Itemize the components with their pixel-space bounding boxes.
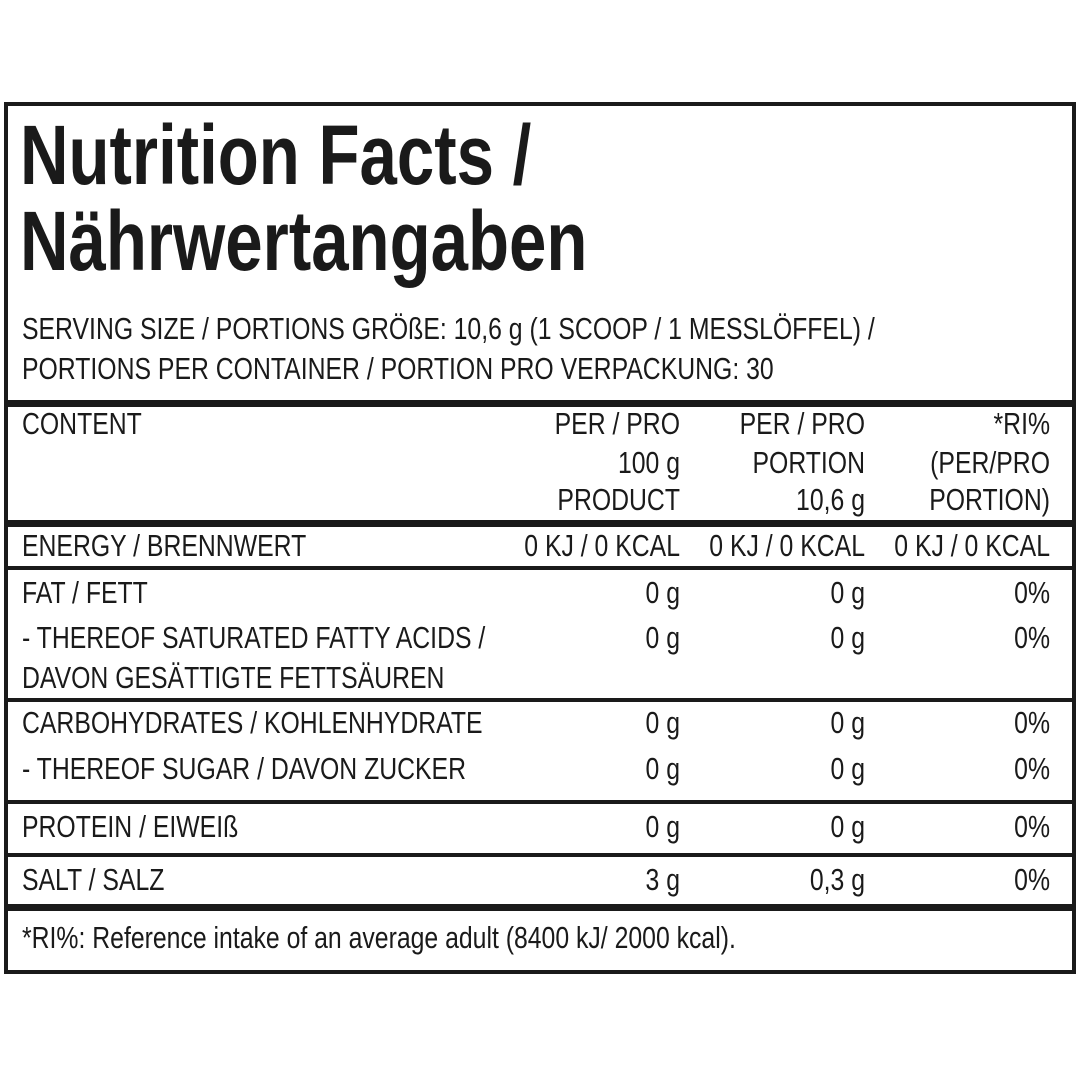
row-value: 0% (1014, 576, 1050, 610)
text-layer: Nutrition Facts /Nährwertangaben SERVING … (20, 109, 1050, 955)
row-value: 0 KJ / 0 KCAL (894, 529, 1050, 563)
thick-rule (6, 400, 1074, 407)
thick-rule (6, 520, 1074, 527)
servings-per-container: PORTIONS PER CONTAINER / PORTION PRO VER… (22, 352, 774, 386)
thick-rule (6, 904, 1074, 911)
column-header: PORTION) (929, 483, 1050, 517)
row-value: 0 g (646, 576, 680, 610)
row-label: ENERGY / BRENNWERT (22, 529, 306, 563)
rule (6, 800, 1074, 804)
column-header: PER / PRO (740, 407, 865, 441)
row-value: 0 g (831, 621, 865, 655)
row-value: 0 g (831, 706, 865, 740)
row-label: FAT / FETT (22, 576, 148, 610)
row-label: DAVON GESÄTTIGTE FETTSÄUREN (22, 661, 444, 695)
row-value: 0 KJ / 0 KCAL (524, 529, 680, 563)
rule (6, 566, 1074, 570)
row-value: 0 g (646, 621, 680, 655)
row-label: - THEREOF SUGAR / DAVON ZUCKER (22, 752, 466, 786)
row-value: 0 g (831, 576, 865, 610)
row-value: 0 g (831, 810, 865, 844)
footnote: *RI%: Reference intake of an average adu… (22, 921, 736, 955)
rule (6, 853, 1074, 857)
rules (6, 400, 1074, 911)
row-value: 0% (1014, 621, 1050, 655)
row-value: 0,3 g (810, 863, 865, 897)
row-label: - THEREOF SATURATED FATTY ACIDS / (22, 621, 485, 655)
row-value: 0 g (831, 752, 865, 786)
row-value: 0% (1014, 810, 1050, 844)
column-header: CONTENT (22, 407, 142, 441)
column-header: PER / PRO (555, 407, 680, 441)
row-value: 0 KJ / 0 KCAL (709, 529, 865, 563)
title: Nutrition Facts / (20, 109, 531, 203)
row-label: PROTEIN / EIWEIß (22, 810, 238, 844)
row-label: CARBOHYDRATES / KOHLENHYDRATE (22, 706, 483, 740)
row-value: 0% (1014, 863, 1050, 897)
serving-size: SERVING SIZE / PORTIONS GRÖßE: 10,6 g (1… (22, 312, 875, 346)
column-header: *RI% (994, 407, 1050, 441)
row-label: SALT / SALZ (22, 863, 164, 897)
column-header: (PER/PRO (930, 446, 1050, 480)
column-header: 10,6 g (796, 483, 865, 517)
row-value: 0 g (646, 706, 680, 740)
column-header: PORTION (752, 446, 865, 480)
row-value: 0% (1014, 752, 1050, 786)
row-value: 0% (1014, 706, 1050, 740)
title: Nährwertangaben (20, 195, 587, 289)
column-header: 100 g (618, 446, 680, 480)
label-border (4, 102, 1076, 974)
column-header: PRODUCT (557, 483, 680, 517)
row-value: 0 g (646, 752, 680, 786)
rule (6, 698, 1074, 702)
row-value: 0 g (646, 810, 680, 844)
row-value: 3 g (646, 863, 680, 897)
